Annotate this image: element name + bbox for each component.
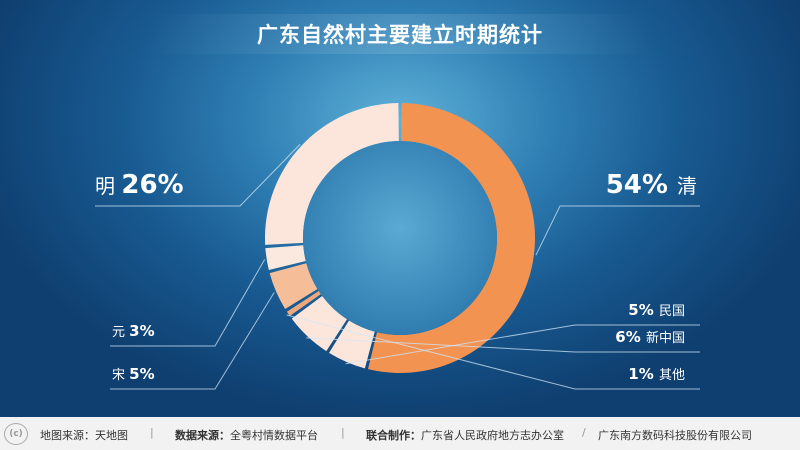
slice-label-6: 明 26% bbox=[95, 170, 184, 200]
donut-slice-3 bbox=[286, 290, 321, 317]
donut-slice-6 bbox=[265, 103, 399, 245]
slice-value: 26% bbox=[121, 170, 183, 200]
joint-value-1: 广东省人民政府地方志办公室 bbox=[421, 429, 564, 442]
slice-value: 54% bbox=[606, 170, 677, 200]
footer-slash: / bbox=[582, 426, 586, 439]
leader-line-5 bbox=[110, 259, 266, 347]
slice-label-1: 5% 民国 bbox=[628, 301, 685, 319]
footer: (c) 地图来源：天地图 | 数据来源：全粤村情数据平台 | 联合制作：广东省人… bbox=[0, 417, 800, 450]
data-source-value: 全粤村情数据平台 bbox=[230, 429, 318, 442]
joint-production: 联合制作：广东省人民政府地方志办公室 bbox=[366, 427, 564, 443]
slice-name: 元 bbox=[112, 325, 129, 340]
leader-line-3 bbox=[286, 314, 700, 390]
map-source: 地图来源：天地图 bbox=[40, 429, 128, 442]
logo-icon: (c) bbox=[4, 423, 28, 445]
slice-name: 其他 bbox=[659, 368, 685, 383]
leader-line-4 bbox=[110, 292, 275, 390]
donut-slice-1 bbox=[329, 320, 375, 369]
slice-label-0: 54% 清 bbox=[606, 170, 697, 200]
slice-value: 5% bbox=[628, 301, 659, 319]
slice-label-2: 6% 新中国 bbox=[615, 328, 685, 346]
leader-line-1 bbox=[345, 324, 700, 365]
joint-value-2: 广东南方数码科技股份有限公司 bbox=[598, 429, 752, 442]
data-source-label: 数据来源： bbox=[175, 429, 230, 442]
title-band bbox=[0, 14, 800, 54]
slice-value: 3% bbox=[129, 322, 154, 340]
footer-separator: | bbox=[150, 426, 154, 439]
slice-label-3: 1% 其他 bbox=[628, 365, 685, 383]
slice-value: 5% bbox=[129, 365, 154, 383]
leader-line-0 bbox=[535, 205, 700, 256]
donut-slice-5 bbox=[265, 245, 306, 271]
slice-name: 明 bbox=[95, 174, 121, 198]
donut-slice-4 bbox=[269, 263, 318, 309]
slice-name: 宋 bbox=[112, 368, 129, 383]
footer-separator: | bbox=[341, 426, 345, 439]
donut-hole bbox=[303, 141, 497, 335]
slice-name: 新中国 bbox=[646, 330, 685, 346]
joint-label: 联合制作： bbox=[366, 429, 421, 442]
slice-name: 清 bbox=[677, 174, 697, 198]
chart-title: 广东自然村主要建立时期统计 bbox=[257, 23, 543, 47]
slice-name: 民国 bbox=[659, 304, 685, 319]
slice-label-4: 宋 5% bbox=[112, 365, 155, 383]
slice-value: 1% bbox=[628, 365, 659, 383]
slice-value: 6% bbox=[615, 328, 646, 346]
leader-line-6 bbox=[95, 143, 301, 207]
data-source: 数据来源：全粤村情数据平台 bbox=[175, 427, 318, 443]
donut-chart: 54% 清 5% 民国 6% 新中国 1% 其他 宋 5% 元 3% 明 26% bbox=[95, 103, 700, 390]
slice-label-5: 元 3% bbox=[112, 322, 155, 340]
donut-slice-0 bbox=[367, 103, 535, 374]
